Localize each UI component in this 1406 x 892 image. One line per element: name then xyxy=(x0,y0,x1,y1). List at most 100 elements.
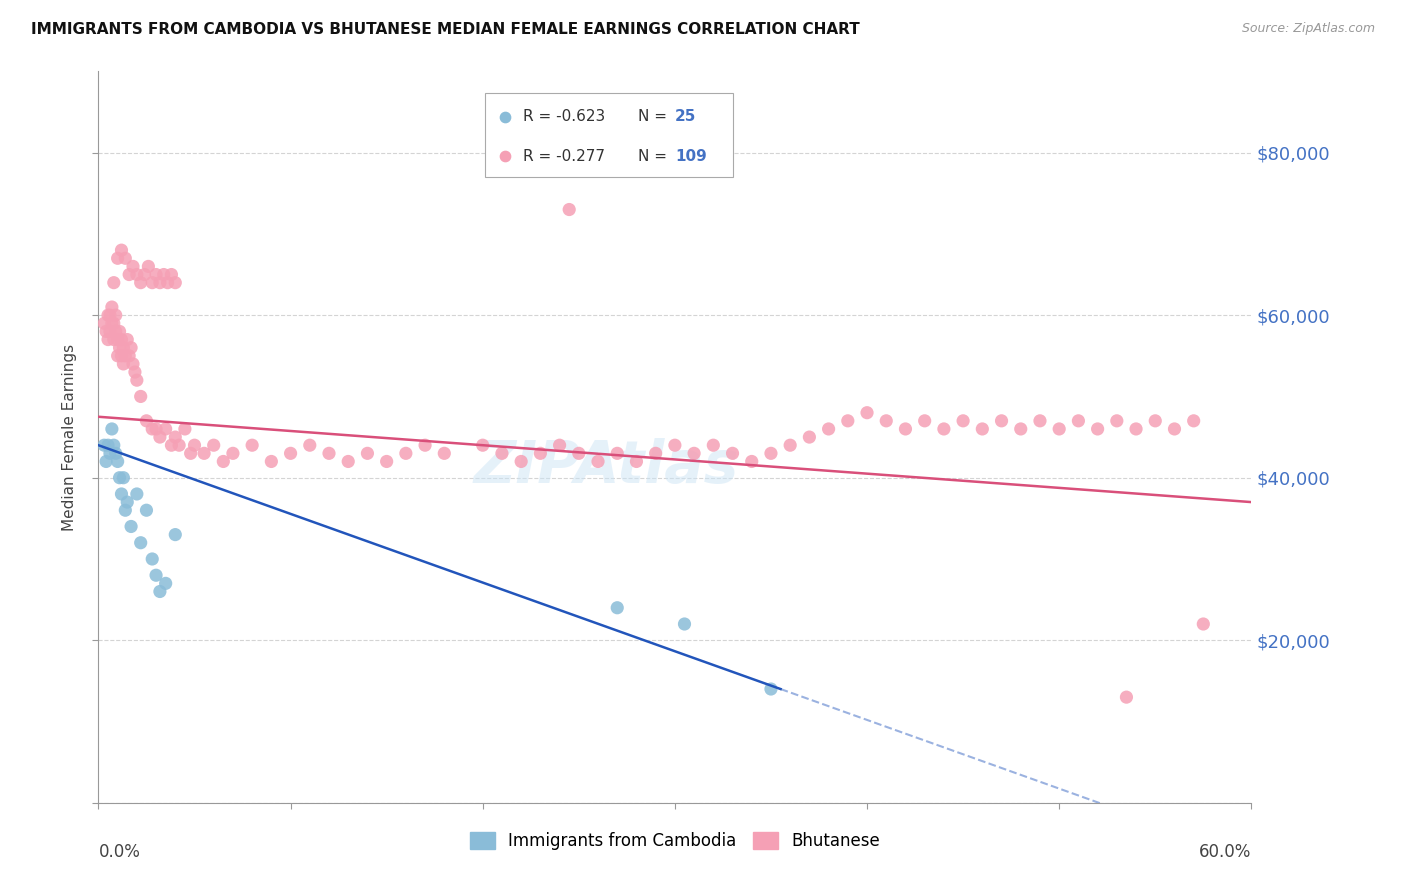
Point xyxy=(165,276,187,290)
Point xyxy=(112,471,135,485)
Point xyxy=(93,316,115,330)
Point xyxy=(202,438,225,452)
Text: Source: ZipAtlas.com: Source: ZipAtlas.com xyxy=(1241,22,1375,36)
Point xyxy=(135,503,157,517)
Point xyxy=(167,438,190,452)
Point xyxy=(1029,414,1052,428)
Point xyxy=(193,446,215,460)
Point xyxy=(765,796,787,810)
Point xyxy=(120,341,142,355)
Point xyxy=(117,333,139,347)
Point xyxy=(1144,414,1167,428)
Point xyxy=(1182,414,1205,428)
Point xyxy=(155,422,177,436)
Point xyxy=(280,446,302,460)
Point xyxy=(673,617,696,632)
Point xyxy=(141,552,163,566)
Point xyxy=(103,333,125,347)
Point xyxy=(103,316,125,330)
Point xyxy=(721,446,744,460)
Text: 0.0%: 0.0% xyxy=(98,843,141,861)
Point xyxy=(149,430,172,444)
Point xyxy=(103,438,125,452)
Point xyxy=(110,333,132,347)
Point xyxy=(112,357,135,371)
Point xyxy=(1067,414,1090,428)
Point xyxy=(799,430,821,444)
Text: R = -0.623: R = -0.623 xyxy=(523,110,605,124)
Point xyxy=(759,681,782,696)
Point xyxy=(180,446,202,460)
Point xyxy=(141,276,163,290)
Point xyxy=(135,414,157,428)
Point xyxy=(1115,690,1137,705)
Point xyxy=(108,325,131,339)
Point xyxy=(97,438,120,452)
Point xyxy=(1125,422,1147,436)
Point xyxy=(491,446,513,460)
Point xyxy=(741,454,763,468)
Point xyxy=(93,438,115,452)
Point xyxy=(626,454,648,468)
Point xyxy=(606,446,628,460)
Point xyxy=(1087,422,1109,436)
Point xyxy=(413,438,436,452)
FancyBboxPatch shape xyxy=(485,94,733,178)
Point xyxy=(118,349,141,363)
Point xyxy=(120,519,142,533)
Text: N =: N = xyxy=(638,149,672,164)
Point xyxy=(165,430,187,444)
Point xyxy=(155,576,177,591)
Point xyxy=(107,333,129,347)
Point xyxy=(702,438,724,452)
Point xyxy=(134,268,156,282)
Point xyxy=(222,446,245,460)
Point xyxy=(114,503,136,517)
Point xyxy=(1010,422,1032,436)
Point xyxy=(138,260,160,274)
Point xyxy=(260,454,283,468)
Point xyxy=(110,349,132,363)
Point xyxy=(98,308,121,322)
Point xyxy=(94,454,117,468)
Point xyxy=(145,568,167,582)
Point xyxy=(125,487,148,501)
Point xyxy=(149,276,172,290)
Point xyxy=(972,422,994,436)
Point xyxy=(108,341,131,355)
Text: R = -0.277: R = -0.277 xyxy=(523,149,605,164)
Point xyxy=(375,454,398,468)
Point xyxy=(765,796,787,810)
Point xyxy=(160,438,183,452)
Point xyxy=(683,446,706,460)
Point xyxy=(395,446,418,460)
Point xyxy=(98,446,121,460)
Point xyxy=(152,268,174,282)
Point xyxy=(779,438,801,452)
Point xyxy=(110,243,132,257)
Point xyxy=(117,495,139,509)
Text: 109: 109 xyxy=(675,149,707,164)
Point xyxy=(174,422,197,436)
Point xyxy=(122,260,145,274)
Point xyxy=(510,454,533,468)
Point xyxy=(103,276,125,290)
Point xyxy=(107,349,129,363)
Point xyxy=(165,527,187,541)
Point xyxy=(107,252,129,266)
Point xyxy=(110,487,132,501)
Legend: Immigrants from Cambodia, Bhutanese: Immigrants from Cambodia, Bhutanese xyxy=(463,825,887,856)
Point xyxy=(337,454,360,468)
Text: IMMIGRANTS FROM CAMBODIA VS BHUTANESE MEDIAN FEMALE EARNINGS CORRELATION CHART: IMMIGRANTS FROM CAMBODIA VS BHUTANESE ME… xyxy=(31,22,859,37)
Point xyxy=(145,268,167,282)
Point xyxy=(298,438,321,452)
Point xyxy=(98,325,121,339)
Point xyxy=(129,276,152,290)
Point xyxy=(471,438,494,452)
Point xyxy=(125,373,148,387)
Point xyxy=(548,438,571,452)
Point xyxy=(156,276,179,290)
Point xyxy=(94,325,117,339)
Point xyxy=(644,446,666,460)
Point xyxy=(856,406,879,420)
